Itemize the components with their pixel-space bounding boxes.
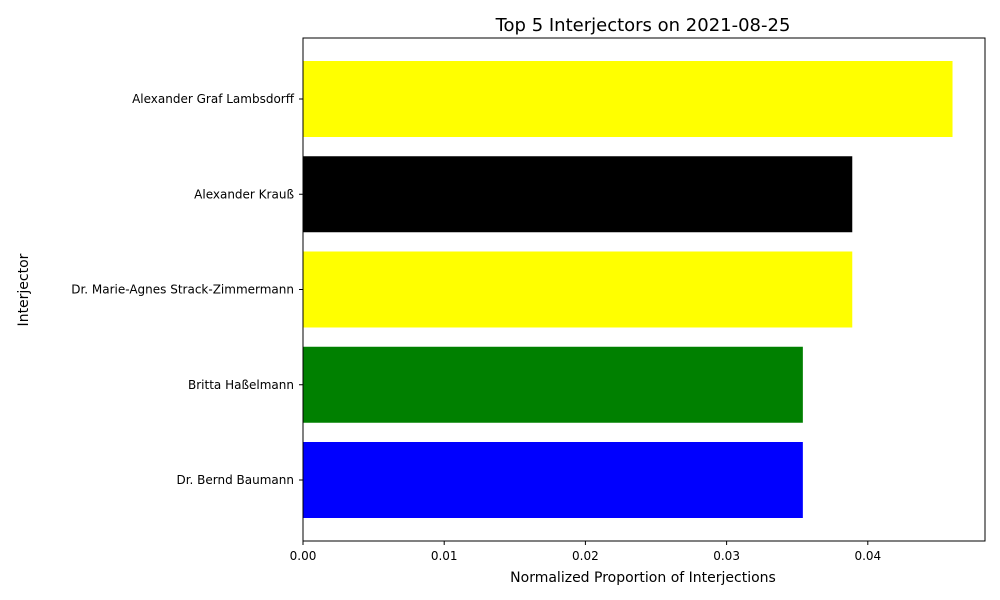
y-tick-label: Dr. Marie-Agnes Strack-Zimmermann bbox=[71, 283, 294, 297]
y-tick-label: Alexander Krauß bbox=[194, 187, 294, 201]
bar bbox=[303, 251, 853, 328]
x-tick-label: 0.04 bbox=[854, 549, 881, 563]
bars-group bbox=[303, 61, 953, 518]
y-axis-ticks: Alexander Graf Lambsdorff Alexander Krauß… bbox=[71, 92, 303, 487]
chart-title: Top 5 Interjectors on 2021-08-25 bbox=[495, 15, 791, 36]
x-tick-label: 0.00 bbox=[290, 549, 317, 563]
bar bbox=[303, 61, 953, 137]
y-axis-label: Interjector bbox=[16, 253, 32, 326]
x-tick-label: 0.02 bbox=[572, 549, 599, 563]
x-axis-ticks: 0.00 0.01 0.02 0.03 0.04 bbox=[290, 541, 881, 563]
x-axis-label: Normalized Proportion of Interjections bbox=[510, 570, 776, 586]
y-tick-label: Britta Haßelmann bbox=[188, 378, 294, 392]
bar bbox=[303, 442, 803, 518]
x-tick-label: 0.01 bbox=[431, 549, 458, 563]
bar bbox=[303, 346, 803, 423]
y-tick-label: Dr. Bernd Baumann bbox=[176, 473, 294, 487]
y-tick-label: Alexander Graf Lambsdorff bbox=[132, 92, 295, 106]
bar bbox=[303, 156, 853, 233]
x-tick-label: 0.03 bbox=[713, 549, 740, 563]
